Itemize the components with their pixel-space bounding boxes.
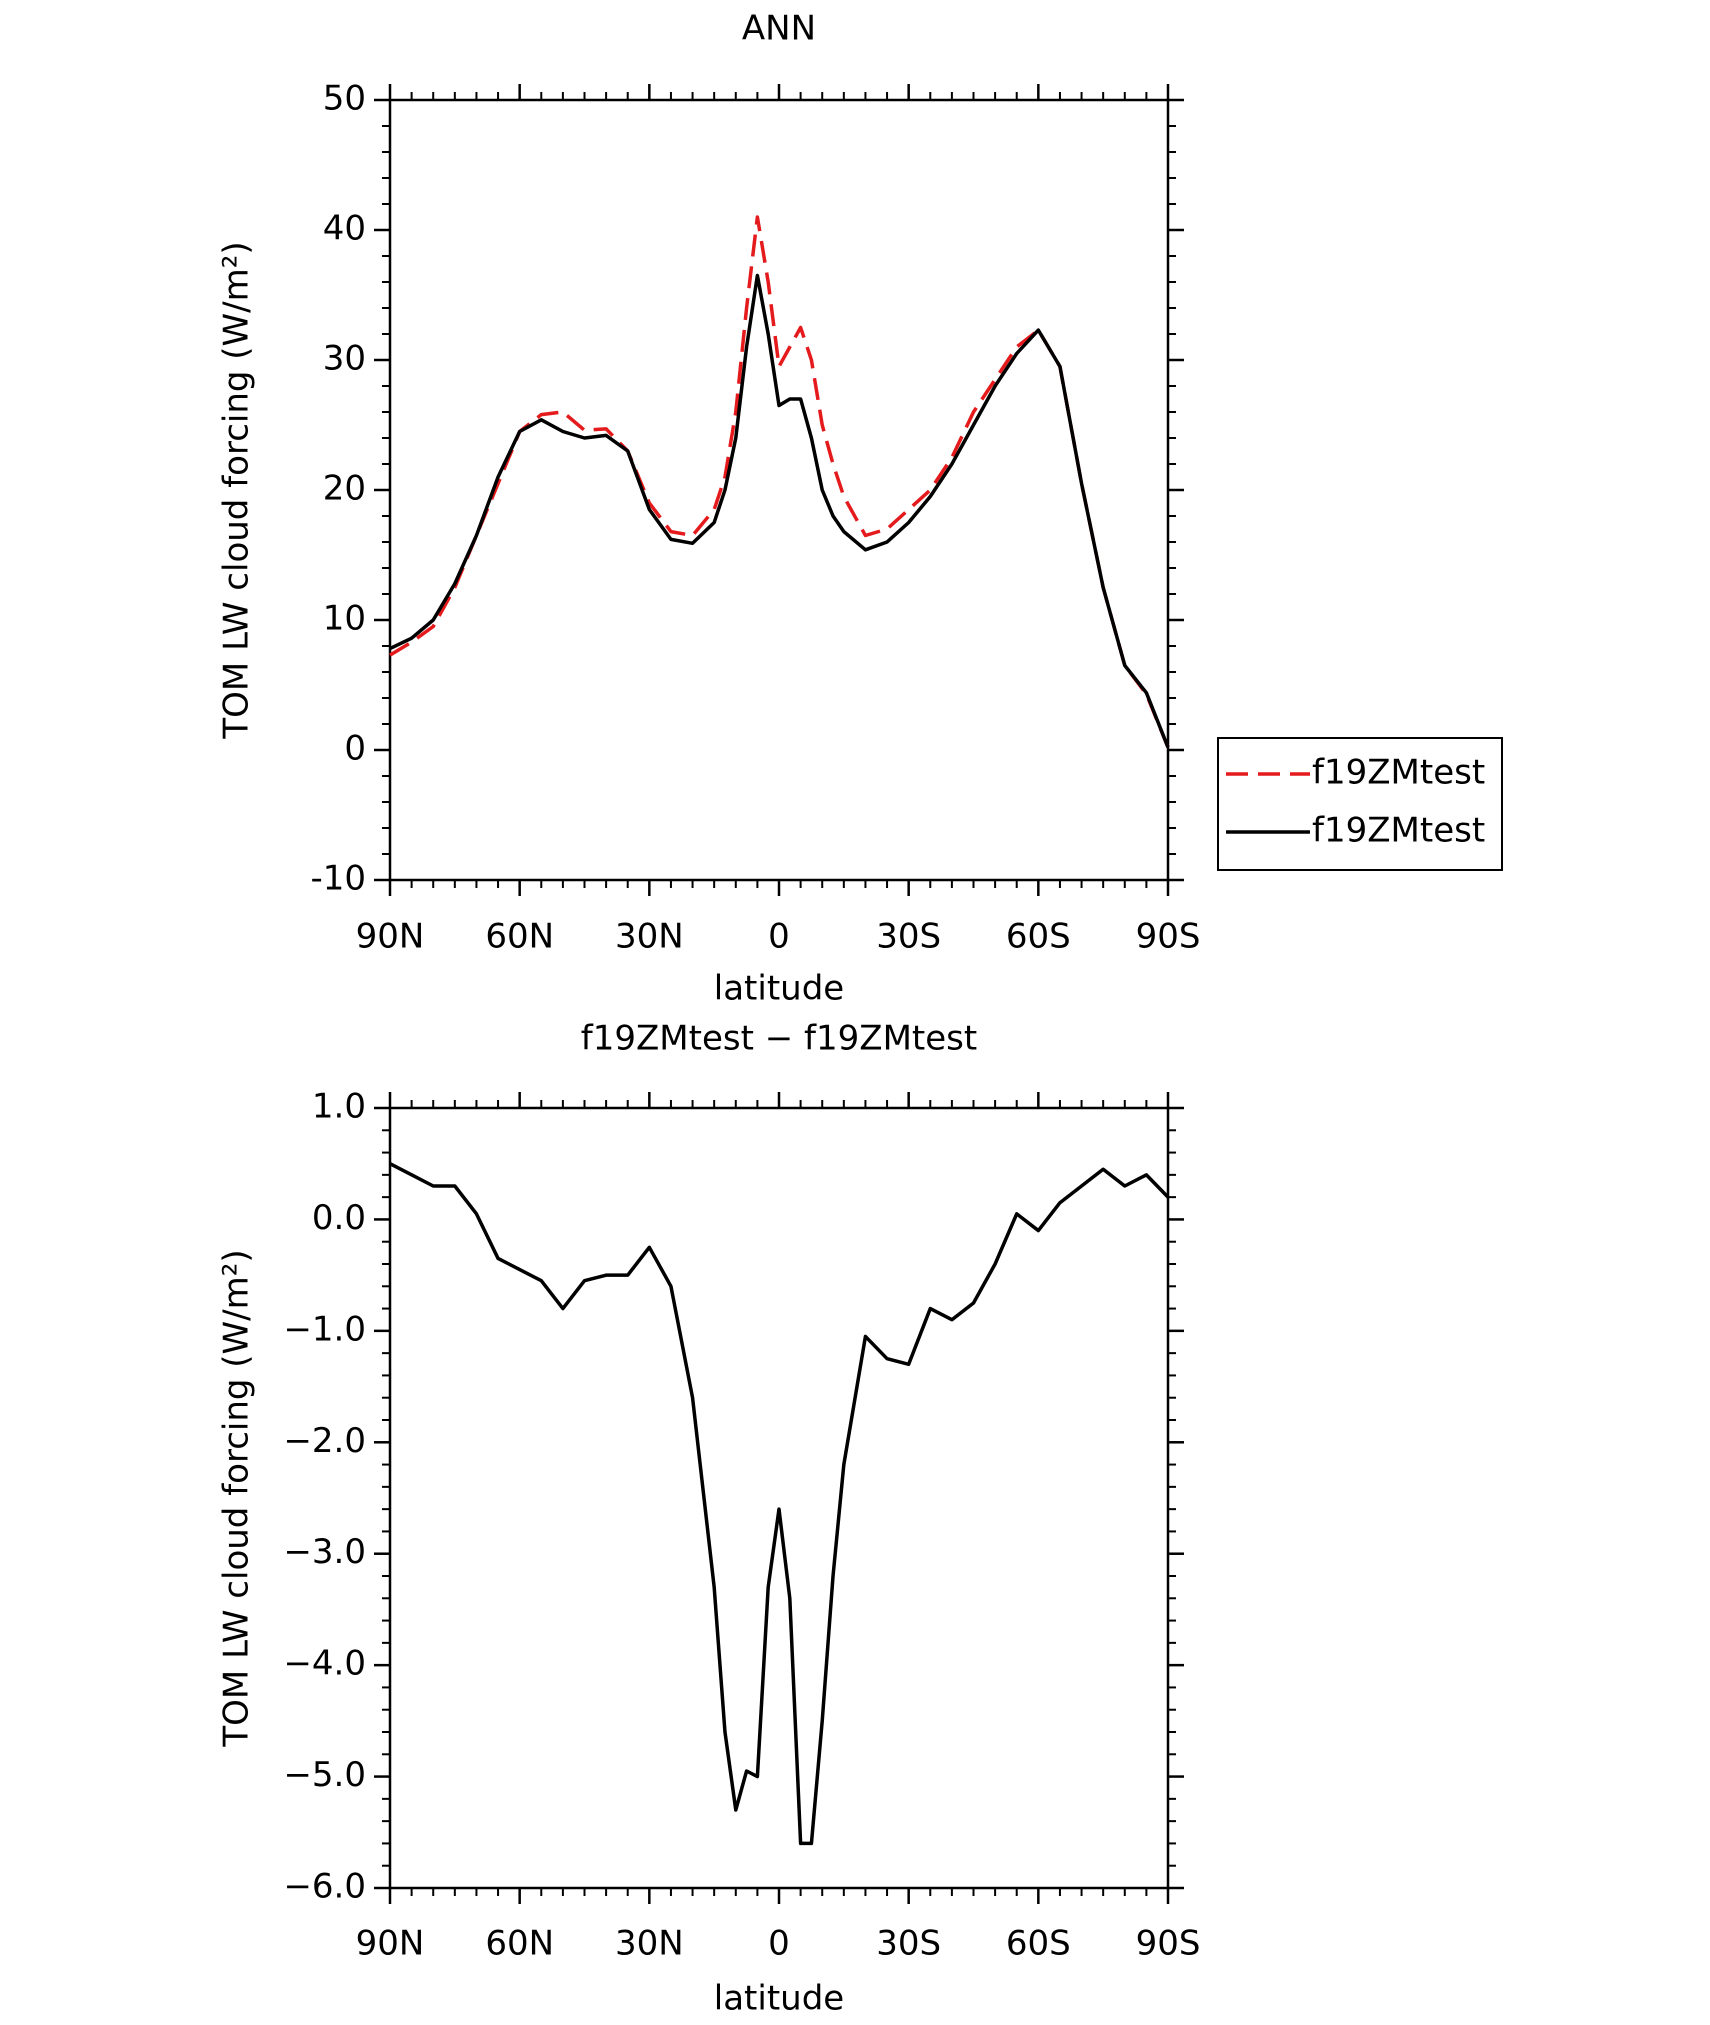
chart-title: f19ZMtest − f19ZMtest [581,1019,977,1059]
y-tick-label: 0.0 [312,1198,366,1238]
y-tick-label: −6.0 [283,1867,366,1907]
y-tick-label: −4.0 [283,1644,366,1684]
legend-label: f19ZMtest [1312,811,1485,851]
y-tick-label: 50 [323,79,366,119]
y-axis-label: TOM LW cloud forcing (W/m²) [217,1249,257,1747]
x-tick-label: 60N [485,917,554,957]
y-tick-label: −3.0 [283,1532,366,1572]
x-tick-label: 30N [615,917,684,957]
x-tick-label: 60S [1006,917,1071,957]
y-tick-label: −2.0 [283,1421,366,1461]
x-axis-label: latitude [714,1979,844,2019]
y-tick-label: 0 [344,729,366,769]
y-tick-label: 30 [323,339,366,379]
data-line [389,273,1170,749]
y-tick-label: 40 [323,209,366,249]
y-tick-label: 1.0 [312,1087,366,1127]
y-tick-label: 20 [323,469,366,509]
x-tick-label: 90N [356,1924,425,1964]
x-tick-label: 90S [1136,917,1201,957]
y-tick-label: -10 [310,859,366,899]
x-tick-label: 30S [876,917,941,957]
y-tick-label: 10 [323,599,366,639]
x-axis-label: latitude [714,969,844,1009]
legend: f19ZMtest f19ZMtest [1217,737,1503,871]
plot-frame [388,1106,1170,1890]
data-line [389,215,1170,749]
chart-title: ANN [742,9,816,49]
legend-box [1217,737,1503,871]
x-tick-label: 60N [485,1924,554,1964]
x-tick-label: 60S [1006,1924,1071,1964]
plot-frame [388,98,1170,882]
y-axis-label: TOM LW cloud forcing (W/m²) [217,241,257,739]
y-tick-label: −5.0 [283,1755,366,1795]
x-tick-label: 90N [356,917,425,957]
x-tick-label: 90S [1136,1924,1201,1964]
x-tick-label: 0 [768,1924,790,1964]
x-tick-label: 30S [876,1924,941,1964]
y-tick-label: −1.0 [283,1309,366,1349]
x-tick-label: 0 [768,917,790,957]
x-tick-label: 30N [615,1924,684,1964]
data-line [389,1162,1170,1846]
legend-label: f19ZMtest [1312,753,1485,793]
